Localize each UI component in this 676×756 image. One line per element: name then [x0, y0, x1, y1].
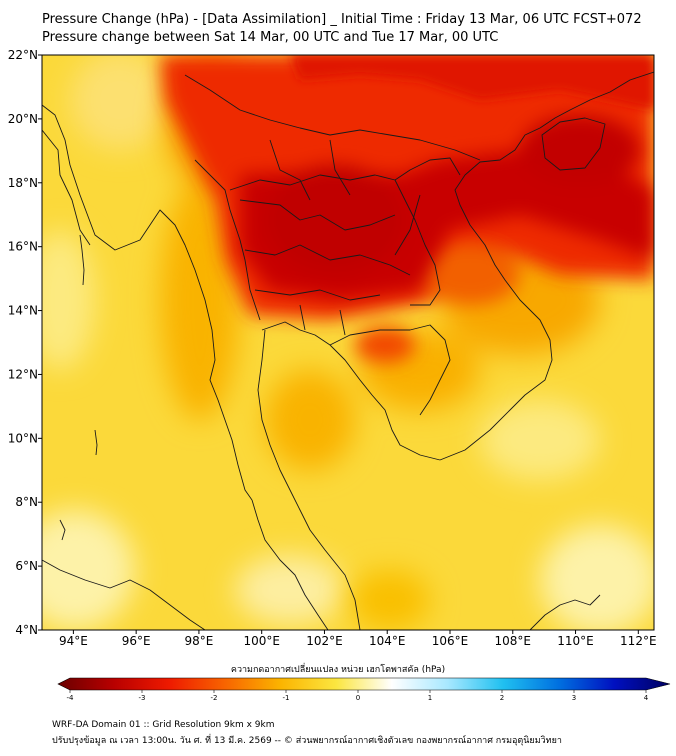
map-subtitle: Pressure change between Sat 14 Mar, 00 U…: [42, 30, 499, 45]
coastline-peninsula-west: [251, 499, 329, 630]
colorbar-tick-label: -2: [211, 694, 218, 702]
coastlines-borders: [42, 71, 654, 630]
colorbar-tick-label: 0: [356, 694, 360, 702]
coastline-vietnam: [439, 127, 553, 461]
coastline-gulf-north: [261, 321, 441, 461]
footer-credits: ปรับปรุงข้อมูล ณ เวลา 13:00น. วัน ศ. ที่…: [52, 736, 562, 746]
lon-tick-label: 104°E: [369, 634, 406, 648]
lon-tick-label: 102°E: [306, 634, 343, 648]
colorbar: -4 -3 -2 -1 0 1 2 3 4: [57, 677, 671, 702]
coastline-arakan: [42, 129, 91, 246]
lat-tick-label: 16°N: [8, 240, 38, 254]
coastline-peninsula-east: [257, 329, 361, 630]
coastline-borneo: [529, 594, 601, 630]
lon-tick-label: 106°E: [432, 634, 469, 648]
border-cambodia: [329, 324, 451, 416]
colorbar-tick-label: 4: [644, 694, 649, 702]
colorbar-tick-label: -3: [139, 694, 146, 702]
colorbar-tick-label: 2: [500, 694, 504, 702]
coastline-hainan: [541, 117, 606, 171]
longitude-axis: 94°E 96°E 98°E 100°E 102°E 104°E 106°E 108°E 110…: [59, 630, 657, 648]
map-frame: [41, 54, 655, 631]
lon-tick-label: 110°E: [557, 634, 594, 648]
coastline-myanmar: [42, 104, 253, 501]
lat-tick-label: 8°N: [15, 495, 38, 509]
border-china: [184, 74, 481, 161]
lat-tick-label: 22°N: [8, 48, 38, 62]
field-strong-areas: [240, 115, 654, 300]
lon-tick-label: 94°E: [59, 634, 88, 648]
border-vietnam-laos: [394, 157, 461, 181]
lat-tick-label: 12°N: [8, 367, 38, 381]
coastline-china: [539, 71, 654, 129]
lat-tick-label: 4°N: [15, 623, 38, 637]
field-tongue: [290, 55, 654, 110]
lat-tick-label: 20°N: [8, 112, 38, 126]
border-myanmar-thailand: [194, 159, 261, 321]
lat-tick-label: 14°N: [8, 304, 38, 318]
lon-tick-label: 98°E: [184, 634, 213, 648]
coastline-andaman: [79, 234, 85, 286]
lon-tick-label: 100°E: [243, 634, 280, 648]
latitude-axis: 22°N 20°N 18°N 16°N 14°N 12°N 10°N 8°N 6°N 4°N: [8, 48, 42, 637]
colorbar-bar: [57, 677, 671, 691]
lat-tick-label: 10°N: [8, 431, 38, 445]
lon-tick-label: 96°E: [122, 634, 151, 648]
lat-tick-label: 18°N: [8, 176, 38, 190]
map-title: Pressure Change (hPa) - [Data Assimilati…: [42, 12, 642, 27]
lon-tick-label: 108°E: [495, 634, 532, 648]
lat-tick-label: 6°N: [15, 559, 38, 573]
colorbar-tick-label: -4: [67, 694, 75, 702]
field-pale-areas: [42, 55, 654, 630]
colorbar-tick-label: 3: [572, 694, 576, 702]
colorbar-tick-label: 1: [428, 694, 432, 702]
colorbar-title: ความกดอากาศเปลี่ยนแปลง หน่วย เฮกโตพาสคัล…: [230, 665, 446, 675]
border-laos: [229, 174, 441, 306]
colorbar-tick-label: -1: [283, 694, 290, 702]
pressure-field: [42, 55, 654, 630]
lon-tick-label: 112°E: [620, 634, 657, 648]
colorbar-ticks: -4 -3 -2 -1 0 1 2 3 4: [67, 690, 649, 702]
footer-model-info: WRF-DA Domain 01 :: Grid Resolution 9km …: [52, 720, 275, 730]
coastline-sumatra: [42, 559, 206, 630]
